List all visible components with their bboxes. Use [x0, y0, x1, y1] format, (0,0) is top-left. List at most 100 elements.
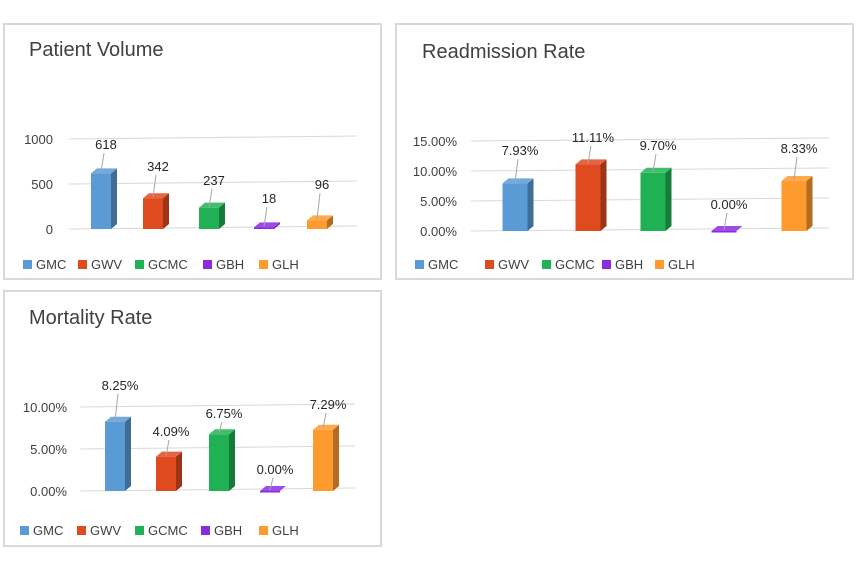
bar-top [91, 168, 117, 174]
bar-gwv [143, 193, 169, 229]
leader-line [723, 212, 728, 231]
legend-label: GMC [428, 257, 458, 272]
bar-glh [313, 424, 339, 491]
bar-top [313, 424, 339, 430]
data-label: 6.75% [206, 406, 243, 421]
data-label: 0.00% [257, 462, 294, 477]
bar-top [105, 416, 131, 422]
bar-side [327, 215, 333, 229]
legend-label: GWV [498, 257, 529, 272]
bar-front [307, 220, 327, 229]
bar-side [600, 159, 607, 231]
legend-label: GCMC [148, 257, 188, 272]
bar-front [640, 172, 666, 231]
data-label: 4.09% [153, 424, 190, 439]
bar-gbh [260, 486, 286, 493]
bar-gbh [254, 222, 280, 229]
bar-top [502, 178, 534, 184]
leader-line [514, 158, 519, 183]
legend-label: GCMC [148, 523, 188, 538]
bar-gcmc [199, 202, 225, 229]
leader-line [322, 412, 327, 429]
bar-top [156, 451, 182, 457]
bar-top [260, 486, 286, 491]
bar-front [105, 421, 125, 491]
data-label: 96 [315, 177, 329, 192]
leader-line [152, 174, 157, 198]
legend-swatch [655, 260, 664, 269]
legend-swatch [201, 526, 210, 535]
y-tick-label: 5.00% [420, 194, 457, 209]
y-tick-label: 10.00% [23, 400, 68, 415]
data-label: 18 [262, 191, 276, 206]
bar-side [527, 178, 534, 231]
legend-swatch [23, 260, 32, 269]
readmission-rate-panel: Readmission Rate 15.00% 10.00% 5.00% 0.00% 7.… [395, 23, 854, 280]
legend-swatch [259, 260, 268, 269]
bar-top [209, 429, 235, 435]
bar-top [307, 215, 333, 221]
bar-side [163, 193, 169, 229]
legend-swatch [135, 260, 144, 269]
chart-title: Patient Volume [29, 39, 164, 61]
leader-line [165, 439, 170, 456]
legend-label: GWV [91, 257, 122, 272]
legend-swatch [20, 526, 29, 535]
gridline [79, 403, 356, 408]
bar-top [254, 222, 280, 228]
legend-swatch [602, 260, 611, 269]
legend-swatch [259, 526, 268, 535]
bar-front [260, 491, 280, 493]
bar-front [209, 434, 229, 491]
y-tick-label: 15.00% [413, 134, 458, 149]
bar-gwv [156, 451, 182, 491]
patient-volume-panel: Patient Volume 1000 500 0 618 342 237 18 96 GMC GW… [3, 23, 382, 280]
legend-swatch [78, 260, 87, 269]
data-label: 237 [203, 173, 225, 188]
bar-front [781, 181, 807, 231]
bar-side [665, 167, 672, 231]
data-label: 8.25% [102, 378, 139, 393]
legend-swatch [415, 260, 424, 269]
legend-label: GLH [272, 257, 299, 272]
bar-gcmc [209, 429, 235, 491]
bar-front [254, 227, 274, 229]
bar-side [333, 424, 339, 491]
bar-side [125, 416, 131, 491]
bar-gbh [711, 226, 743, 233]
legend-label: GBH [615, 257, 643, 272]
bar-side [806, 176, 813, 231]
legend-label: GLH [668, 257, 695, 272]
data-label: 342 [147, 159, 169, 174]
y-tick-label: 5.00% [30, 442, 67, 457]
bar-front [91, 173, 111, 229]
mortality-rate-chart: Mortality Rate 10.00% 5.00% 0.00% 8.25% 4.09%… [20, 307, 356, 538]
bar-gmc [105, 416, 131, 491]
legend-label: GBH [216, 257, 244, 272]
bar-side [111, 168, 117, 229]
bar-front [711, 231, 737, 233]
data-label: 0.00% [711, 197, 748, 212]
bar-gcmc [640, 167, 672, 231]
leader-line [218, 421, 223, 434]
bar-front [575, 164, 601, 231]
bar-side [176, 451, 182, 491]
bar-gmc [502, 178, 534, 231]
legend-swatch [135, 526, 144, 535]
bar-front [143, 198, 163, 229]
legend-label: GWV [90, 523, 121, 538]
legend-swatch [77, 526, 86, 535]
y-tick-label: 500 [31, 177, 53, 192]
bar-side [274, 222, 280, 229]
gridline [470, 137, 830, 142]
bar-front [502, 183, 528, 231]
data-label: 11.11% [572, 130, 615, 145]
bar-top [781, 176, 813, 182]
readmission-rate-chart: Readmission Rate 15.00% 10.00% 5.00% 0.00% 7.… [413, 41, 830, 272]
y-tick-label: 0 [46, 222, 53, 237]
data-label: 9.70% [640, 138, 677, 153]
leader-line [100, 152, 105, 173]
patient-volume-chart: Patient Volume 1000 500 0 618 342 237 18 96 GMC GW… [23, 39, 358, 272]
bar-top [143, 193, 169, 199]
legend-label: GBH [214, 523, 242, 538]
